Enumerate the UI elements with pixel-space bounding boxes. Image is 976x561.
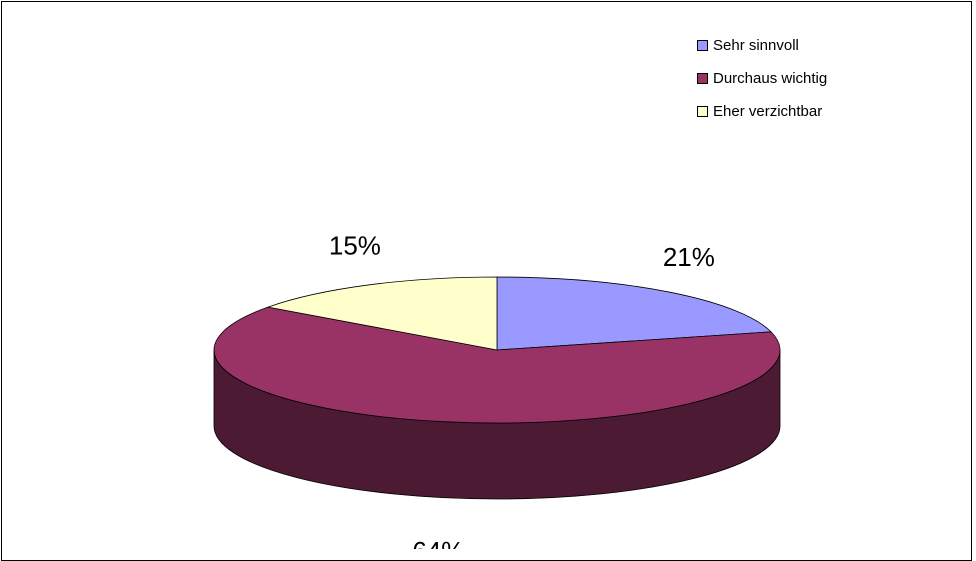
data-label-1: 64% [412, 536, 464, 549]
legend-item-sehr-sinnvoll: Sehr sinnvoll [697, 36, 827, 54]
pie-labels: 21% 64% 15% [329, 230, 715, 549]
legend-swatch [697, 39, 708, 51]
legend: Sehr sinnvoll Durchaus wichtig Eher verz… [697, 36, 828, 137]
data-label-2: 15% [329, 230, 381, 260]
legend-item-durchaus-wichtig: Durchaus wichtig [697, 69, 828, 87]
pie-slice-0 [496, 276, 773, 351]
legend-label: Eher verzichtbar [713, 102, 823, 120]
legend-item-eher-verzichtbar: Eher verzichtbar [697, 102, 827, 120]
pie-slice-1 [213, 306, 781, 424]
legend-swatch [697, 105, 708, 117]
legend-swatch [697, 72, 708, 84]
legend-label: Sehr sinnvoll [713, 36, 799, 54]
data-label-0: 21% [663, 242, 715, 272]
pie-top [213, 276, 781, 424]
legend-label: Durchaus wichtig [713, 69, 828, 87]
pie-chart: 21% 64% 15% [213, 230, 781, 549]
pie-slice-2 [266, 276, 498, 351]
